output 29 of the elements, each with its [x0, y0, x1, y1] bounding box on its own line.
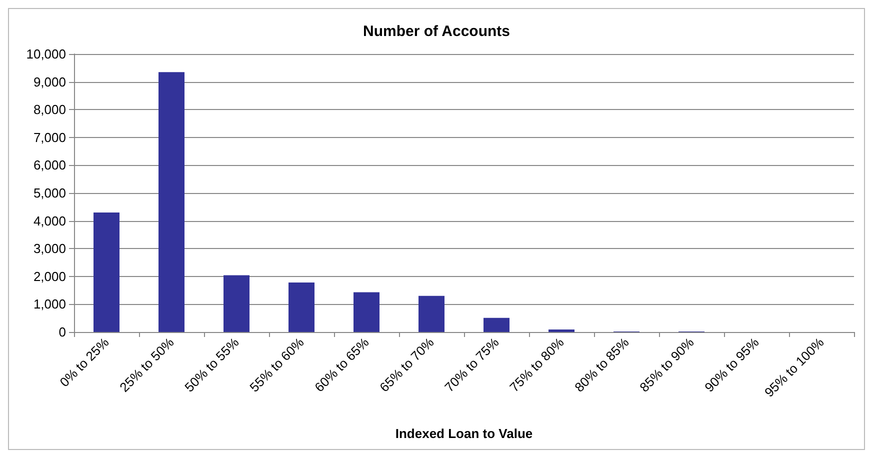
x-tick-label: 75% to 80%	[506, 334, 568, 395]
bar	[484, 318, 510, 332]
bar	[418, 296, 444, 332]
y-tick-label: 8,000	[33, 102, 66, 118]
y-tick-label: 10,000	[26, 46, 66, 62]
y-tick-label: 1,000	[33, 296, 66, 312]
y-tick-label: 9,000	[33, 74, 66, 90]
x-tick-label: 60% to 65%	[312, 334, 372, 395]
y-tick-label: 4,000	[33, 213, 66, 228]
x-tick-label: 50% to 55%	[182, 334, 242, 395]
y-tick-label: 7,000	[33, 130, 66, 145]
y-tick-label: 2,000	[33, 268, 66, 284]
x-tick-label: 55% to 60%	[246, 334, 308, 395]
x-tick-label: 90% to 95%	[702, 334, 762, 395]
x-tick-label: 85% to 90%	[636, 334, 698, 395]
y-tick-label: 3,000	[33, 241, 66, 256]
x-tick-label: 65% to 70%	[376, 334, 438, 395]
y-tick-label: 5,000	[33, 186, 66, 200]
bar	[94, 212, 120, 332]
bar	[224, 275, 250, 332]
y-tick-label: 6,000	[33, 158, 66, 173]
bar	[288, 282, 314, 332]
bar	[354, 292, 380, 332]
x-tick-label: 80% to 85%	[572, 334, 632, 395]
bar	[158, 72, 184, 332]
x-axis-title: Indexed Loan to Value	[395, 426, 533, 441]
chart-title: Number of Accounts	[363, 23, 510, 40]
x-tick-label: 70% to 75%	[442, 334, 502, 395]
y-tick-label: 0	[58, 324, 66, 340]
